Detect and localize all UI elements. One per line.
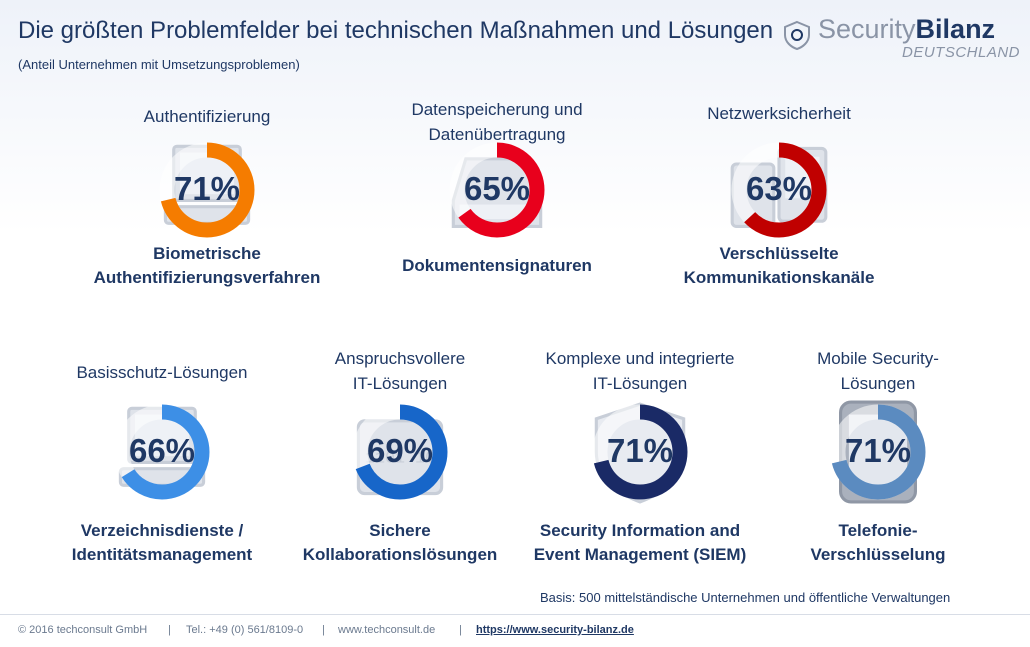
category-label-line: Anspruchsvollere: [334, 349, 466, 368]
logo-country: DEUTSCHLAND: [902, 44, 1021, 61]
category-label: Authentifizierung: [87, 104, 327, 129]
measure-description-line: Sichere: [369, 521, 431, 540]
category-label: Datenspeicherung und Datenübertragung: [377, 97, 617, 147]
page-title: Die größten Problemfelder bei technische…: [18, 17, 774, 44]
measure-description: Security Information and Event Management…: [510, 519, 770, 567]
donut-value-arc: [159, 142, 255, 238]
donut-value-arc: [352, 404, 448, 500]
footer-copyright: © 2016 techconsult GmbH: [18, 624, 148, 636]
measure-description-line: Verzeichnisdienste /: [80, 521, 244, 540]
footer-website[interactable]: www.techconsult.de: [338, 624, 436, 636]
category-label-line: Datenspeicherung und: [411, 100, 583, 119]
percent-label: 71%: [173, 170, 241, 207]
category-label-line: IT-Lösungen: [592, 374, 688, 393]
measure-description: Biometrische Authentifizierungsverfahren: [77, 242, 337, 290]
footer: © 2016 techconsult GmbH | Tel.: +49 (0) …: [0, 614, 1030, 647]
footer-link[interactable]: https://www.security-bilanz.de: [476, 624, 634, 636]
category-label: Anspruchsvollere IT-Lösungen: [280, 346, 520, 396]
percent-label: 69%: [366, 432, 434, 469]
category-label-line: Lösungen: [840, 374, 916, 393]
percent-label: 71%: [844, 432, 912, 469]
donut-chart: [159, 142, 255, 238]
donut-value-arc: [449, 142, 545, 238]
donut-chart: [114, 404, 210, 500]
measure-description-line: Security Information and: [539, 521, 741, 540]
logo-brand: SecurityBilanz: [818, 14, 995, 45]
percent-label: 63%: [745, 170, 813, 207]
measure-description-line: Kollaborationslösungen: [302, 545, 498, 564]
footer-separator: |: [459, 624, 462, 636]
measure-description: Dokumentensignaturen: [367, 254, 627, 278]
measure-description: Verschlüsselte Kommunikationskanäle: [649, 242, 909, 290]
measure-description-line: Event Management (SIEM): [533, 545, 747, 564]
page-subtitle: (Anteil Unternehmen mit Umsetzungsproble…: [18, 57, 300, 72]
percent-label: 66%: [128, 432, 196, 469]
logo-brand-light: Security: [818, 14, 916, 44]
footer-separator: |: [322, 624, 325, 636]
category-label-line: Netzwerksicherheit: [707, 104, 851, 123]
svg-text:1101 10: 1101 10: [365, 448, 435, 467]
footer-separator: |: [168, 624, 171, 636]
measure-description: Sichere Kollaborationslösungen: [270, 519, 530, 567]
donut-chart: [352, 404, 448, 500]
smartphone-icon: [826, 400, 930, 509]
logo-brand-bold: Bilanz: [915, 14, 996, 44]
category-label: Basisschutz-Lösungen: [42, 360, 282, 385]
measure-description-line: Biometrische: [153, 244, 261, 263]
donut-chart: [592, 404, 688, 500]
measure-description-line: Identitätsmanagement: [71, 545, 253, 564]
infographic-canvas: Die größten Problemfelder bei technische…: [0, 0, 1030, 614]
donut-value-arc: [731, 142, 827, 238]
shield-logo-icon: [784, 20, 810, 50]
measure-description-line: Telefonie-: [838, 521, 918, 540]
donut-chart: [830, 404, 926, 500]
category-label-line: Basisschutz-Lösungen: [76, 363, 248, 382]
category-label-line: Datenübertragung: [428, 125, 566, 144]
category-label: Netzwerksicherheit: [659, 101, 899, 126]
category-label-line: IT-Lösungen: [352, 374, 448, 393]
percent-label: 71%: [606, 432, 674, 469]
basis-note: Basis: 500 mittelständische Unternehmen …: [540, 590, 951, 605]
measure-description: Telefonie- Verschlüsselung: [748, 519, 1008, 567]
percent-label: 65%: [463, 170, 531, 207]
measure-description-line: Kommunikationskanäle: [683, 268, 875, 287]
measure-description-line: Verschlüsselte: [719, 244, 839, 263]
donut-value-arc: [592, 404, 688, 500]
category-label-line: Authentifizierung: [143, 107, 271, 126]
footer-phone: Tel.: +49 (0) 561/8109-0: [186, 624, 304, 636]
measure-description-line: Authentifizierungsverfahren: [93, 268, 321, 287]
category-label: Komplexe und integrierte IT-Lösungen: [520, 346, 760, 396]
donut-chart: [731, 142, 827, 238]
measure-description-line: Dokumentensignaturen: [402, 256, 592, 275]
donut-value-arc: [114, 404, 210, 500]
category-label: Mobile Security- Lösungen: [758, 346, 998, 396]
category-label-line: Komplexe und integrierte: [545, 349, 735, 368]
security-bilanz-logo: SecurityBilanz DEUTSCHLAND: [782, 14, 1022, 64]
donut-value-arc: [830, 404, 926, 500]
donut-chart: [449, 142, 545, 238]
measure-description: Verzeichnisdienste / Identitätsmanagement: [32, 519, 292, 567]
measure-description-line: Verschlüsselung: [810, 545, 946, 564]
category-label-line: Mobile Security-: [817, 349, 939, 368]
